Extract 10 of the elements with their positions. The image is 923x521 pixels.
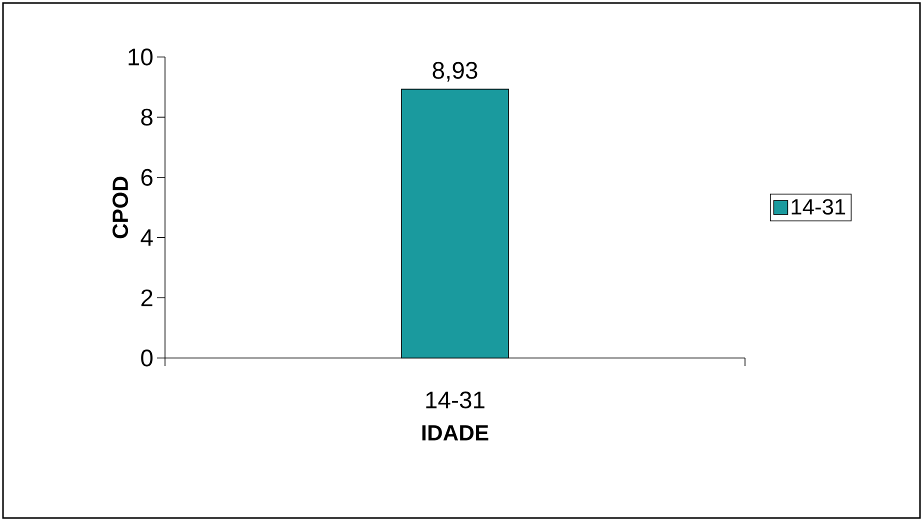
data-label: 8,93 [432, 62, 478, 82]
y-tick-label: 10 [128, 48, 153, 66]
y-tick-label: 2 [141, 289, 152, 306]
y-tick-label: 8 [141, 108, 152, 126]
y-tick-label: 6 [141, 168, 152, 186]
y-tick-label: 4 [140, 229, 153, 246]
y-axis-title: CPOD [112, 176, 128, 238]
x-axis-title: IDADE [422, 425, 488, 440]
y-tick-label: 0 [141, 350, 153, 366]
legend-label: 14-31 [792, 199, 846, 215]
